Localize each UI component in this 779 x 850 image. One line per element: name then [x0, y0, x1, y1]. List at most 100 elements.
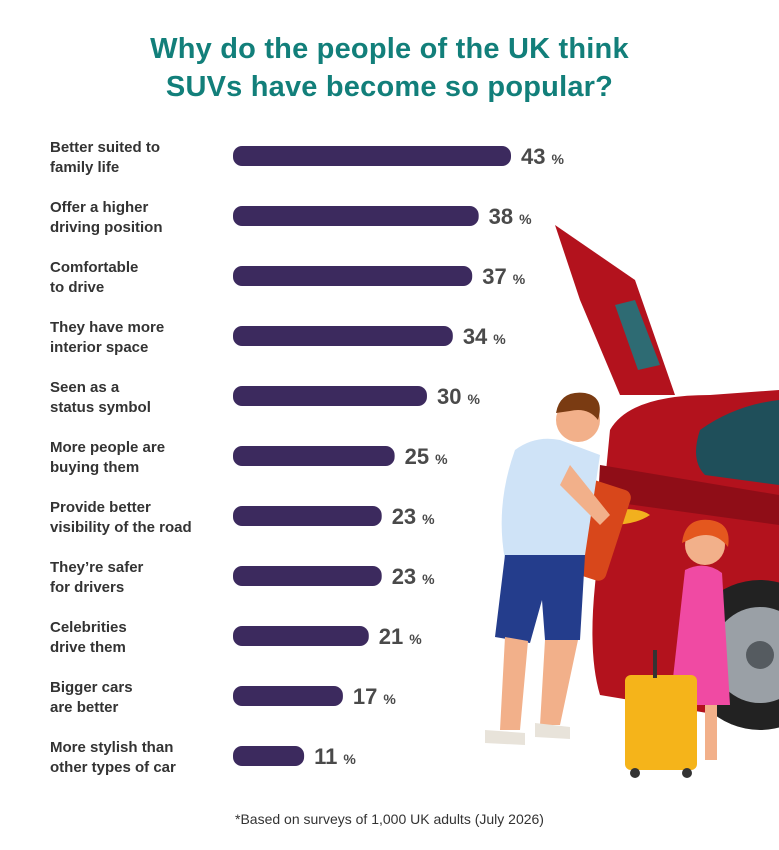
bar [233, 266, 473, 286]
value-number: 23 [392, 564, 416, 589]
category-label-line: Comfortable [50, 259, 138, 276]
category-label-line: Provide better [50, 499, 151, 516]
value-unit: % [493, 331, 506, 347]
value-number: 38 [489, 204, 513, 229]
suitcase-wheel-shape [682, 768, 692, 778]
value-label: 34% [463, 324, 506, 349]
category-label-line: buying them [50, 459, 139, 476]
bar [233, 326, 453, 346]
chart-title: Why do the people of the UK think SUVs h… [0, 30, 779, 106]
value-unit: % [513, 271, 526, 287]
value-number: 37 [482, 264, 506, 289]
value-number: 17 [353, 684, 377, 709]
value-label: 21% [379, 624, 422, 649]
category-label-line: Better suited to [50, 139, 160, 156]
category-label: Celebrities drive them [50, 619, 127, 656]
bar [233, 506, 382, 526]
category-label: Comfortable to drive [50, 259, 138, 296]
value-label: 30% [437, 384, 480, 409]
man-hair-shape [556, 392, 600, 420]
category-label: Offer a higher driving position [50, 199, 163, 236]
wheel-rim-shape [712, 607, 779, 703]
category-label-line: visibility of the road [50, 519, 192, 536]
man-legs-shape [500, 637, 578, 730]
category-label-line: for drivers [50, 579, 124, 596]
category-label: Bigger cars are better [50, 679, 133, 716]
value-unit: % [519, 211, 532, 227]
category-label-line: They’re safer [50, 559, 144, 576]
bar [233, 686, 343, 706]
value-unit: % [467, 391, 480, 407]
girl-dress-shape [670, 565, 730, 705]
category-label-line: Seen as a [50, 379, 120, 396]
value-label: 11% [314, 744, 356, 769]
value-unit: % [422, 571, 435, 587]
value-number: 21 [379, 624, 403, 649]
bar [233, 746, 305, 766]
category-label: They’re safer for drivers [50, 559, 144, 596]
value-number: 30 [437, 384, 461, 409]
value-label: 23% [392, 504, 435, 529]
value-label: 17% [353, 684, 396, 709]
category-label-line: They have more [50, 319, 164, 336]
car-trim-shape [598, 465, 779, 525]
bar [233, 206, 479, 226]
value-label: 43% [521, 144, 564, 169]
category-label-line: interior space [50, 339, 148, 356]
category-label: Provide better visibility of the road [50, 499, 192, 536]
value-unit: % [551, 151, 564, 167]
bar [233, 566, 382, 586]
category-label-line: Bigger cars [50, 679, 133, 696]
bar [233, 386, 427, 406]
value-unit: % [383, 691, 396, 707]
value-unit: % [422, 511, 435, 527]
category-label: More people are buying them [50, 439, 165, 476]
car-window-shape [696, 400, 779, 485]
tailgate-glass-shape [615, 300, 660, 370]
category-label-line: More stylish than [50, 739, 173, 756]
value-label: 25% [405, 444, 448, 469]
category-label-line: Offer a higher [50, 199, 149, 216]
value-number: 34 [463, 324, 488, 349]
category-label-line: status symbol [50, 399, 151, 416]
category-label-line: More people are [50, 439, 165, 456]
girl-hair-shape [682, 519, 729, 547]
category-label: More stylish than other types of car [50, 739, 176, 776]
category-label-line: to drive [50, 279, 104, 296]
category-label-line: Celebrities [50, 619, 127, 636]
value-label: 23% [392, 564, 435, 589]
suitcase-wheel-shape [630, 768, 640, 778]
wheel-hub-shape [746, 641, 774, 669]
man-arm-shape [560, 465, 610, 525]
footnote: *Based on surveys of 1,000 UK adults (Ju… [235, 811, 544, 827]
value-number: 43 [521, 144, 545, 169]
category-label: Better suited to family life [50, 139, 160, 176]
title-line-1: Why do the people of the UK think [150, 33, 629, 65]
bar [233, 446, 395, 466]
bar [233, 626, 369, 646]
bar [233, 146, 511, 166]
category-label-line: driving position [50, 219, 163, 236]
bar-chart: Better suited to family life 43 % Offer a hi… [50, 139, 564, 776]
value-label: 38% [489, 204, 532, 229]
value-number: 25 [405, 444, 429, 469]
value-number: 23 [392, 504, 416, 529]
suitcase-handle-shape [653, 650, 657, 678]
value-number: 11 [314, 744, 337, 769]
man-shirt-shape [501, 438, 600, 560]
value-unit: % [343, 751, 356, 767]
category-label-line: other types of car [50, 759, 176, 776]
man-shorts-shape [495, 555, 585, 643]
category-label-line: drive them [50, 639, 126, 656]
suv-family-illustration [485, 225, 779, 778]
category-label-line: are better [50, 699, 119, 716]
value-unit: % [435, 451, 448, 467]
man-shoes-shape [485, 723, 570, 745]
category-label: Seen as a status symbol [50, 379, 151, 416]
category-label-line: family life [50, 159, 119, 176]
category-label: They have more interior space [50, 319, 164, 356]
title-line-2: SUVs have become so popular? [165, 71, 614, 103]
yellow-suitcase-shape [625, 675, 697, 770]
value-label: 37% [482, 264, 525, 289]
value-unit: % [409, 631, 422, 647]
